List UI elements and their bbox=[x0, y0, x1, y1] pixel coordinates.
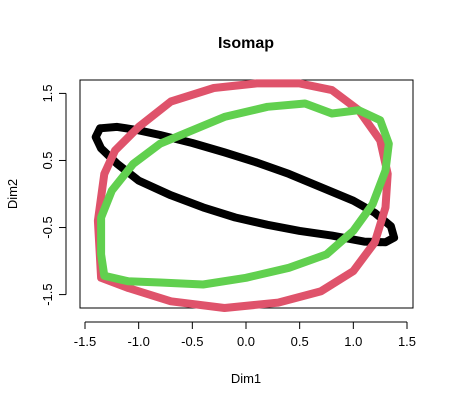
series-line-3 bbox=[97, 99, 393, 289]
series-line-2 bbox=[93, 79, 392, 312]
y-tick-label: -1.5 bbox=[40, 283, 55, 305]
x-tick-label: 0.5 bbox=[291, 334, 309, 349]
x-tick-label: 1.5 bbox=[398, 334, 416, 349]
series-layer bbox=[91, 79, 399, 312]
x-tick-label: 1.0 bbox=[344, 334, 362, 349]
y-axis-label: Dim2 bbox=[5, 179, 20, 209]
x-tick-label: -1.5 bbox=[74, 334, 96, 349]
series-line-1 bbox=[91, 122, 399, 247]
y-axis: -1.5 -0.5 0.5 1.5 bbox=[40, 84, 67, 306]
chart-title: Isomap bbox=[218, 35, 274, 52]
x-axis-label: Dim1 bbox=[231, 371, 261, 386]
y-tick-label: -0.5 bbox=[40, 216, 55, 238]
x-tick-label: -1.0 bbox=[127, 334, 149, 349]
y-tick-label: 0.5 bbox=[40, 151, 55, 169]
x-tick-label: 0.0 bbox=[237, 334, 255, 349]
x-tick-label: -0.5 bbox=[181, 334, 203, 349]
x-axis: -1.5 -1.0 -0.5 0.0 0.5 1.0 1.5 bbox=[74, 321, 416, 349]
y-tick-label: 1.5 bbox=[40, 84, 55, 102]
